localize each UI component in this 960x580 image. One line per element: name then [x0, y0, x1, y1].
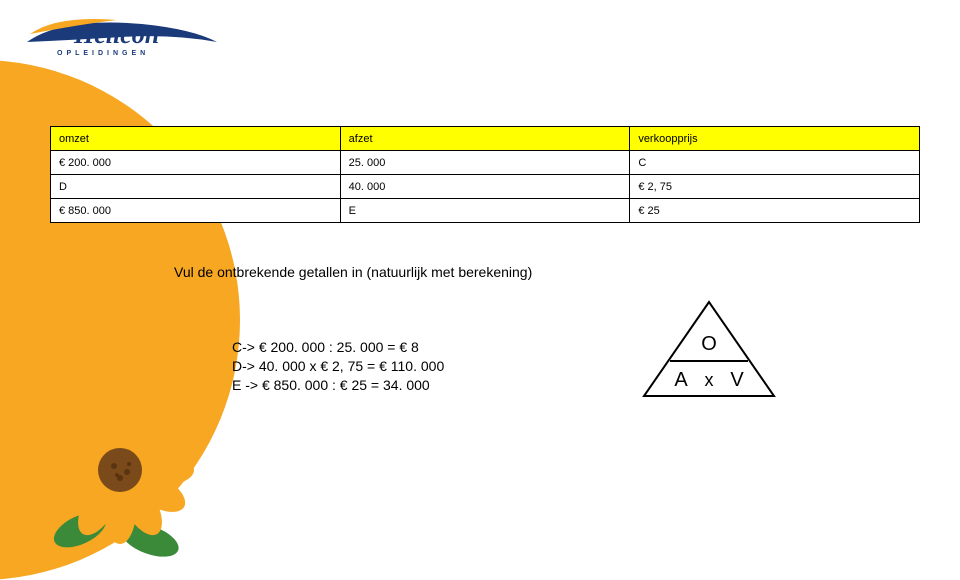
triangle-operator: x [705, 370, 714, 390]
cell: € 25 [630, 199, 920, 223]
table-header-row: omzet afzet verkoopprijs [51, 127, 920, 151]
cell: C [630, 151, 920, 175]
table-row: € 200. 000 25. 000 C [51, 151, 920, 175]
cell: E [340, 199, 630, 223]
helicon-logo: Helicon OPLEIDINGEN [22, 12, 212, 67]
cell: € 200. 000 [51, 151, 341, 175]
cell: D [51, 175, 341, 199]
col-afzet: afzet [340, 127, 630, 151]
cell: € 850. 000 [51, 199, 341, 223]
answer-c: C-> € 200. 000 : 25. 000 = € 8 [232, 338, 444, 357]
answers-block: C-> € 200. 000 : 25. 000 = € 8 D-> 40. 0… [232, 338, 444, 395]
cell: 25. 000 [340, 151, 630, 175]
instruction-text: Vul de ontbrekende getallen in (natuurli… [174, 264, 532, 280]
answer-e: E -> € 850. 000 : € 25 = 34. 000 [232, 376, 444, 395]
triangle-bottom-right: V [730, 369, 744, 391]
table-row: D 40. 000 € 2, 75 [51, 175, 920, 199]
triangle-bottom-left: A [674, 369, 688, 391]
logo-subtitle: OPLEIDINGEN [57, 50, 149, 57]
triangle-top: O [701, 333, 717, 355]
flower-decoration [30, 380, 210, 560]
logo-name: Helicon [74, 20, 159, 50]
data-table: omzet afzet verkoopprijs € 200. 000 25. … [50, 126, 920, 223]
answer-d: D-> 40. 000 x € 2, 75 = € 110. 000 [232, 357, 444, 376]
table-row: € 850. 000 E € 25 [51, 199, 920, 223]
formula-triangle: O A x V [634, 296, 784, 406]
col-verkoopprijs: verkoopprijs [630, 127, 920, 151]
col-omzet: omzet [51, 127, 341, 151]
cell: 40. 000 [340, 175, 630, 199]
cell: € 2, 75 [630, 175, 920, 199]
